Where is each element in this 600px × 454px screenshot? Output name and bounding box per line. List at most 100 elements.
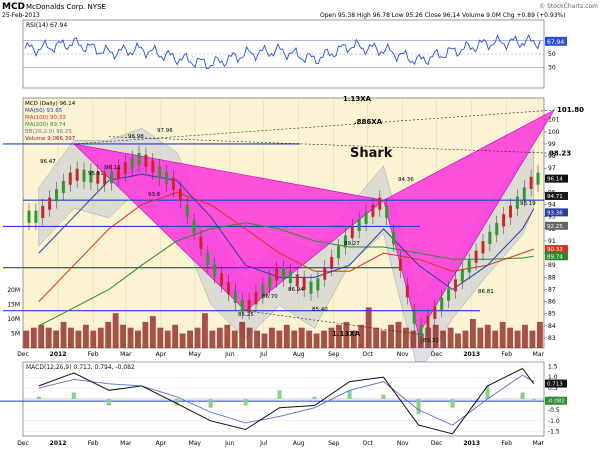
volume-bar	[68, 327, 74, 348]
candle-body	[103, 172, 107, 185]
price-badge-value: 92.25	[547, 224, 563, 230]
price-legend-item: Volume 9,066,397	[25, 136, 76, 142]
price-point-label: 89.27	[344, 241, 360, 247]
price-point-label: 97.96	[157, 128, 173, 134]
price-badge-value: 90.33	[547, 247, 563, 253]
price-tick: 87	[548, 286, 556, 293]
candle-body	[61, 180, 65, 194]
month-label: Feb	[501, 351, 512, 358]
macd-month-label: Mar	[120, 440, 132, 447]
rsi-tick: 30	[548, 65, 556, 72]
candle-body	[515, 196, 519, 209]
candle-body	[316, 278, 320, 291]
macd-month-label: Apr	[156, 440, 167, 447]
target-98-23: 98.23	[549, 149, 571, 157]
pattern-title: Shark	[350, 146, 393, 161]
watermark: © StockCharts.com	[539, 3, 598, 10]
candle-body	[398, 258, 402, 271]
month-label: May	[189, 351, 202, 358]
volume-bar	[417, 333, 424, 348]
macd-line	[38, 367, 535, 435]
candle-body	[440, 297, 444, 310]
macd-month-label: Oct	[363, 440, 374, 447]
price-tick: 89	[548, 262, 556, 269]
volume-bar	[127, 327, 134, 348]
volume-bar	[380, 330, 387, 348]
macd-value: 0.713	[547, 382, 563, 388]
volume-bar	[194, 327, 201, 348]
candle-body	[364, 211, 368, 224]
candle-body	[268, 276, 272, 289]
candle-body	[412, 311, 416, 324]
volume-bar	[507, 327, 514, 348]
volume-bar	[283, 324, 290, 348]
candle-body	[302, 278, 306, 291]
price-tick: 83	[548, 335, 556, 342]
candle-body	[254, 292, 258, 305]
price-point-label: 86.81	[478, 289, 494, 295]
candle-body	[323, 267, 327, 280]
month-label: Sep	[328, 351, 340, 358]
volume-bar	[499, 321, 506, 348]
candle-body	[130, 157, 134, 170]
candle-body	[467, 260, 471, 273]
rsi-label: RSI(14) 67.94	[26, 22, 67, 29]
candle-body	[220, 273, 224, 286]
candle-body	[48, 197, 52, 210]
volume-bar	[254, 330, 260, 348]
price-tick: 93	[548, 214, 556, 221]
macd-histogram-bar	[416, 399, 421, 415]
price-point-label: 85.40	[312, 307, 328, 313]
volume-bar	[97, 327, 104, 348]
month-label: Dec	[431, 351, 443, 358]
volume-bar	[321, 330, 327, 348]
month-label: Feb	[88, 351, 99, 358]
volume-bar	[90, 330, 97, 348]
macd-month-label: Dec	[17, 440, 29, 447]
ticker-symbol: MCD	[2, 2, 25, 12]
macd-hist-value: -0.082	[547, 399, 565, 405]
volume-bar	[269, 327, 275, 348]
price-point-label: 94.36	[398, 177, 414, 183]
volume-bar	[469, 319, 476, 348]
volume-bar	[425, 327, 432, 348]
volume-bar	[455, 333, 461, 348]
volume-bar	[447, 327, 454, 348]
price-badge	[545, 191, 568, 200]
candle-body	[171, 177, 175, 190]
macd-hist-badge	[545, 396, 567, 405]
target-101-80: 101.80	[557, 106, 584, 114]
candle-body	[385, 205, 389, 218]
price-tick: 86	[548, 299, 556, 306]
price-badge	[545, 174, 568, 183]
candle-body	[357, 218, 361, 232]
candle-body	[110, 171, 114, 184]
price-point-label: 85.25	[238, 312, 254, 318]
volume-bar	[60, 321, 67, 348]
macd-histogram-bar	[208, 399, 213, 408]
candle-body	[240, 299, 244, 312]
volume-bar	[149, 316, 156, 348]
macd-histogram-bar	[106, 399, 111, 406]
price-tick: 97	[548, 165, 556, 172]
candle-body	[206, 252, 210, 265]
candle-body	[508, 205, 512, 218]
candle-body	[405, 285, 409, 298]
macd-month-label: May	[189, 440, 202, 447]
volume-bar	[53, 330, 60, 348]
price-badge-value: 93.36	[547, 210, 563, 216]
volume-bar	[30, 327, 37, 348]
volume-bar	[440, 330, 447, 348]
rsi-value: 67.94	[547, 39, 564, 46]
volume-tick: 5M	[11, 331, 20, 338]
volume-bar	[112, 313, 119, 348]
volume-bar	[120, 324, 126, 348]
candle-body	[488, 231, 492, 245]
macd-signal-line	[38, 374, 535, 426]
macd-histogram-bar	[243, 399, 248, 406]
rsi-line	[24, 33, 541, 69]
volume-bar	[276, 330, 283, 348]
price-badge-value: 96.14	[547, 177, 563, 183]
volume-bar	[38, 324, 45, 348]
company-name: McDonalds Corp. NYSE	[26, 3, 106, 11]
